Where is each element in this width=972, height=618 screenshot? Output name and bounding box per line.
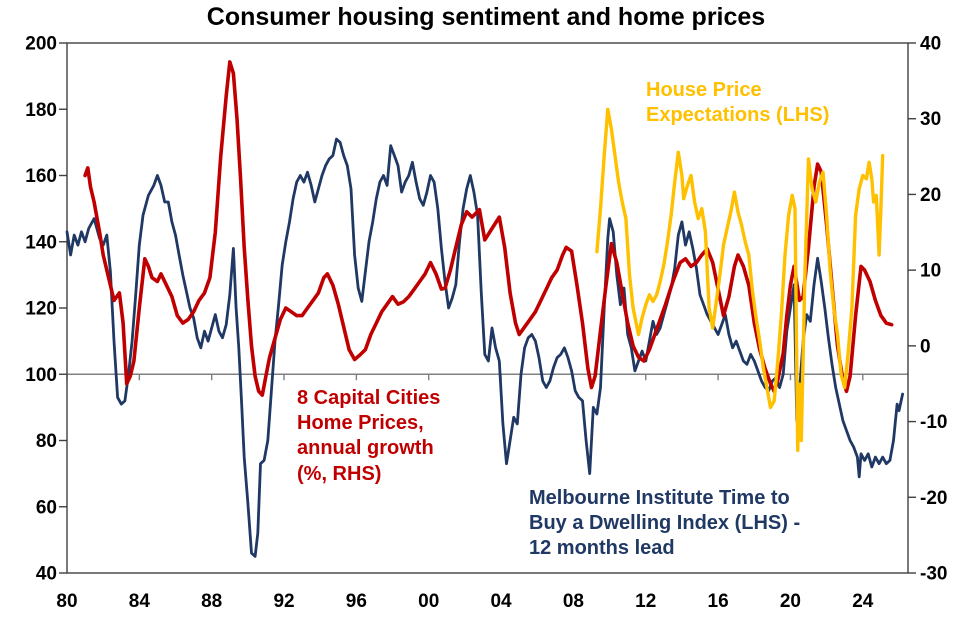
x-axis-tick-label: 08 — [563, 591, 584, 612]
left-axis-tick-label: 80 — [36, 431, 57, 452]
x-axis-tick-label: 92 — [273, 591, 294, 612]
series-line-house-price-expectations-lhs — [595, 107, 885, 453]
chart-title: Consumer housing sentiment and home pric… — [206, 3, 766, 31]
left-axis-tick-label: 40 — [36, 564, 57, 585]
right-axis-tick-label: 40 — [920, 34, 941, 55]
x-axis-tick-label: 12 — [635, 591, 656, 612]
annotation-time-to-buy-index: Melbourne Institute Time to Buy a Dwelli… — [529, 487, 801, 560]
annotation-house-price-expectations: House Price Expectations (LHS) — [646, 79, 830, 127]
series-line-8-capital-cities-home-prices-a — [83, 60, 894, 397]
x-axis-tick-label: 20 — [780, 591, 801, 612]
left-axis-tick-label: 200 — [25, 34, 57, 55]
left-axis-tick-label: 180 — [25, 100, 57, 121]
x-axis-tick-label: 04 — [490, 591, 512, 612]
x-axis-tick-label: 24 — [852, 591, 874, 612]
left-axis-tick-label: 60 — [36, 497, 57, 518]
x-axis-tick-label: 00 — [418, 591, 439, 612]
right-axis-tick-label: 10 — [920, 261, 941, 282]
right-axis-tick-label: -20 — [920, 488, 947, 509]
left-axis-tick-label: 140 — [25, 232, 57, 253]
annotation-capital-cities-home-prices: 8 Capital Cities Home Prices, annual gro… — [297, 387, 441, 485]
left-axis-tick-label: 100 — [25, 365, 57, 386]
x-axis-tick-label: 96 — [346, 591, 367, 612]
right-axis-tick-label: -30 — [920, 564, 947, 585]
right-axis-tick-label: 30 — [920, 109, 941, 130]
x-axis-tick-label: 16 — [708, 591, 729, 612]
x-axis-tick-label: 80 — [56, 591, 77, 612]
left-axis-tick-label: 120 — [25, 299, 57, 320]
x-axis-tick-label: 88 — [201, 591, 222, 612]
series-line-melbourne-institute-time-to-bu — [65, 137, 904, 558]
x-axis-tick-label: 84 — [129, 591, 151, 612]
right-axis-tick-label: -10 — [920, 412, 947, 433]
right-axis-tick-label: 20 — [920, 185, 941, 206]
right-axis-tick-label: 0 — [920, 336, 931, 357]
left-axis-tick-label: 160 — [25, 166, 57, 187]
